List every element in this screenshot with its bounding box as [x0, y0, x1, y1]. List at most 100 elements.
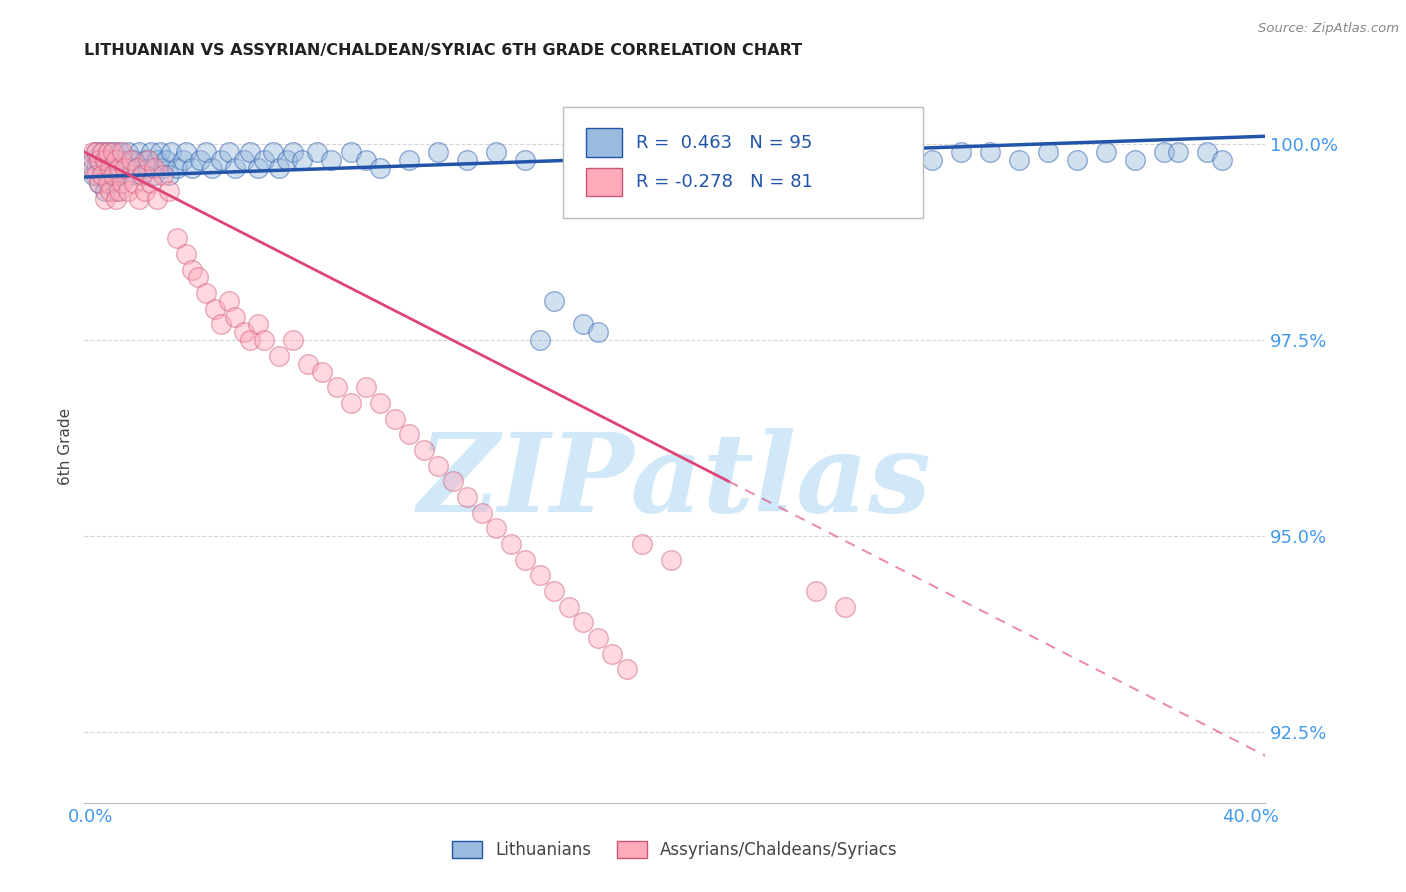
- Point: [427, 145, 450, 159]
- Point: [834, 599, 856, 614]
- Point: [93, 184, 115, 198]
- Point: [543, 584, 565, 599]
- Point: [224, 161, 246, 175]
- Point: [84, 161, 107, 175]
- Point: [111, 153, 134, 167]
- Point: [1008, 153, 1031, 167]
- Point: [529, 568, 551, 582]
- Point: [305, 145, 328, 159]
- Point: [120, 169, 142, 183]
- Point: [267, 349, 290, 363]
- Point: [166, 161, 188, 175]
- Point: [180, 161, 202, 175]
- Text: R = -0.278   N = 81: R = -0.278 N = 81: [636, 173, 813, 191]
- Point: [87, 176, 110, 190]
- Point: [529, 333, 551, 347]
- Point: [128, 145, 150, 159]
- Point: [291, 153, 314, 167]
- Point: [139, 145, 162, 159]
- Point: [100, 184, 122, 198]
- Point: [114, 161, 136, 175]
- Point: [146, 192, 169, 206]
- Point: [616, 663, 638, 677]
- Point: [87, 176, 110, 190]
- Point: [111, 176, 134, 190]
- Point: [1036, 145, 1059, 159]
- Point: [90, 145, 112, 159]
- Point: [370, 161, 392, 175]
- Point: [136, 161, 159, 175]
- Point: [128, 192, 150, 206]
- Point: [100, 176, 122, 190]
- Point: [485, 145, 508, 159]
- FancyBboxPatch shape: [586, 168, 621, 196]
- Point: [134, 184, 156, 198]
- Point: [111, 145, 134, 159]
- Point: [283, 145, 305, 159]
- Point: [103, 145, 125, 159]
- Point: [186, 270, 208, 285]
- Text: Source: ZipAtlas.com: Source: ZipAtlas.com: [1258, 22, 1399, 36]
- Point: [117, 145, 139, 159]
- Point: [247, 318, 270, 332]
- Point: [319, 153, 342, 167]
- Legend: Lithuanians, Assyrians/Chaldeans/Syriacs: Lithuanians, Assyrians/Chaldeans/Syriacs: [446, 834, 904, 866]
- Point: [201, 161, 224, 175]
- Point: [136, 153, 159, 167]
- Point: [108, 184, 131, 198]
- Point: [485, 521, 508, 535]
- Point: [82, 153, 104, 167]
- Point: [114, 161, 136, 175]
- Point: [891, 145, 914, 159]
- Point: [131, 169, 153, 183]
- Point: [979, 145, 1001, 159]
- Point: [499, 537, 522, 551]
- Point: [87, 153, 110, 167]
- Point: [297, 357, 319, 371]
- Point: [218, 293, 240, 308]
- Point: [117, 184, 139, 198]
- Point: [659, 145, 682, 159]
- Point: [949, 145, 972, 159]
- Point: [103, 169, 125, 183]
- Point: [90, 145, 112, 159]
- Point: [262, 145, 284, 159]
- Point: [689, 153, 711, 167]
- Point: [190, 153, 212, 167]
- Point: [717, 145, 740, 159]
- Point: [253, 333, 276, 347]
- Point: [90, 169, 112, 183]
- Point: [1094, 145, 1116, 159]
- Point: [586, 631, 609, 645]
- Point: [630, 153, 652, 167]
- Point: [152, 169, 174, 183]
- Point: [131, 169, 153, 183]
- Point: [572, 615, 595, 630]
- Point: [155, 153, 177, 167]
- Point: [122, 176, 145, 190]
- Point: [398, 153, 420, 167]
- Point: [172, 153, 194, 167]
- Point: [1066, 153, 1088, 167]
- Point: [283, 333, 305, 347]
- Point: [97, 169, 120, 183]
- Point: [471, 506, 494, 520]
- Point: [97, 176, 120, 190]
- Point: [775, 145, 797, 159]
- Point: [100, 161, 122, 175]
- Point: [87, 153, 110, 167]
- Point: [804, 153, 827, 167]
- Point: [105, 184, 128, 198]
- Point: [862, 153, 884, 167]
- Point: [97, 145, 120, 159]
- Point: [125, 161, 148, 175]
- Point: [97, 145, 120, 159]
- Point: [105, 192, 128, 206]
- Point: [1211, 153, 1233, 167]
- Point: [82, 161, 104, 175]
- Point: [412, 442, 434, 457]
- Point: [515, 552, 537, 566]
- Point: [456, 490, 478, 504]
- Point: [602, 647, 624, 661]
- FancyBboxPatch shape: [562, 107, 922, 218]
